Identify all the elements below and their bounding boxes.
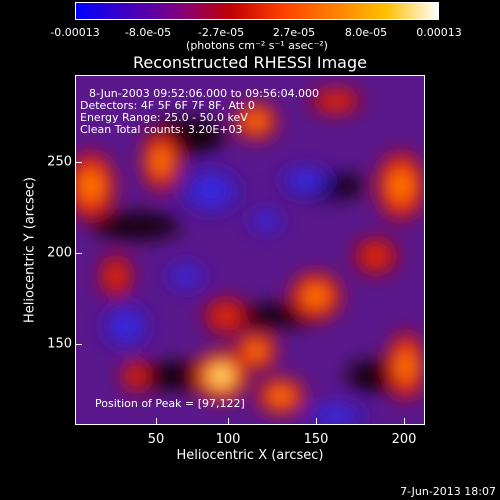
colorbar-label: 2.7e-05: [272, 26, 316, 39]
x-tick-label: 200: [391, 432, 417, 447]
x-tick-label: 150: [303, 432, 329, 447]
rhessi-image: [76, 76, 424, 424]
detectors-info: Detectors: 4F 5F 6F 7F 8F, Att 0: [80, 99, 255, 112]
plot-title: Reconstructed RHESSI Image: [133, 53, 367, 72]
colorbar: [75, 2, 439, 20]
colorbar-label: 0.00013: [416, 26, 462, 39]
y-tick-label: 250: [47, 154, 72, 170]
energy-range: Energy Range: 25.0 - 50.0 keV: [80, 111, 248, 124]
plot-timestamp: 7-Jun-2013 18:07: [400, 485, 496, 498]
x-tick-mark: [316, 418, 317, 424]
y-tick-label: 200: [47, 245, 72, 261]
x-tick-label: 100: [215, 432, 241, 447]
x-tick-mark: [156, 418, 157, 424]
x-tick-label: 50: [147, 432, 165, 447]
colorbar-label: 8.0e-05: [344, 26, 388, 39]
y-axis-label: Heliocentric Y (arcsec): [22, 177, 38, 323]
x-tick-mark: [228, 418, 229, 424]
y-tick-mark: [76, 162, 82, 163]
y-tick-label: 150: [47, 336, 72, 352]
x-axis-label: Heliocentric X (arcsec): [176, 448, 324, 463]
image-plot[interactable]: [75, 75, 425, 425]
y-tick-mark: [76, 253, 82, 254]
clean-counts: Clean Total counts: 3.20E+03: [80, 123, 243, 136]
obs-time-range: 8-Jun-2003 09:52:06.000 to 09:56:04.000: [89, 87, 320, 100]
colorbar-label: -8.0e-05: [124, 26, 172, 39]
colorbar-units: (photons cm⁻² s⁻¹ asec⁻²): [186, 39, 328, 52]
colorbar-label: -2.7e-05: [197, 26, 245, 39]
colorbar-label: -0.00013: [50, 26, 100, 39]
peak-position: Position of Peak = [97,122]: [95, 397, 245, 410]
x-tick-mark: [404, 418, 405, 424]
y-tick-mark: [76, 344, 82, 345]
